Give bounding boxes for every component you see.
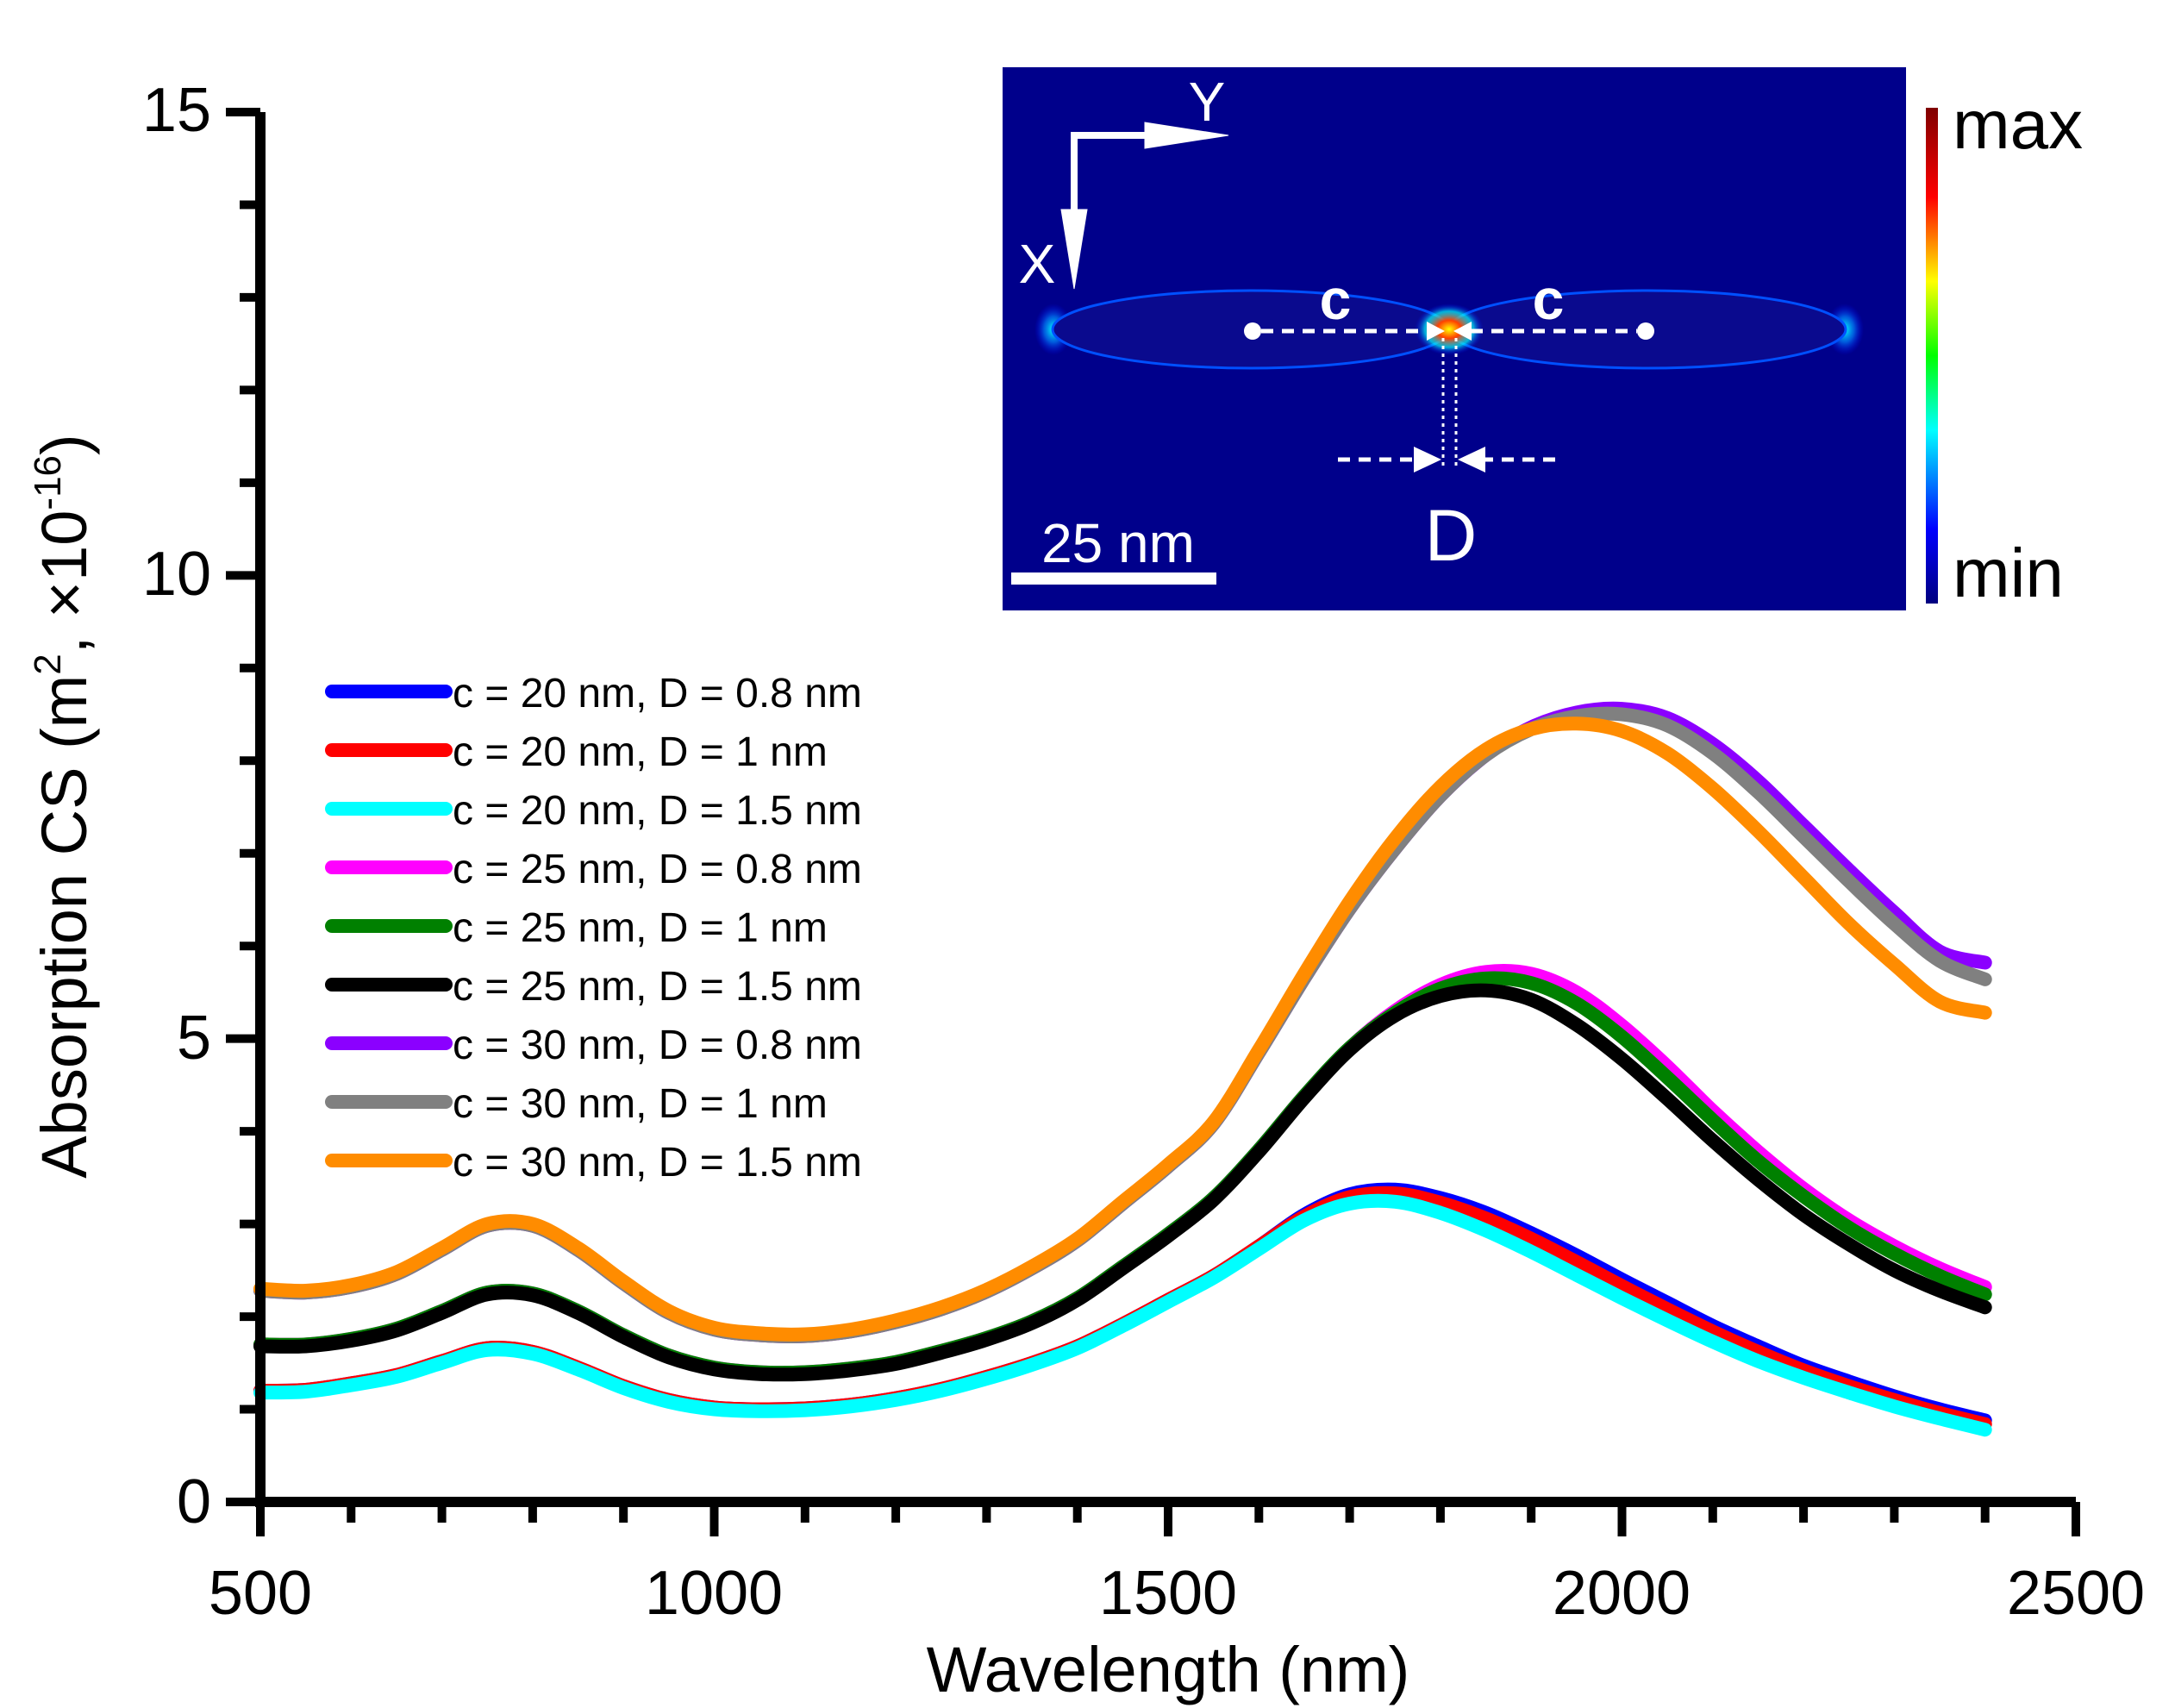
series-line-c-30-nm-d-1-5-nm (253, 716, 1992, 1342)
y-axis-title: Absorption CS (m2, ×10-16) (27, 434, 100, 1178)
inset-c-label-right: c (1533, 267, 1565, 331)
y-tick-label: 0 (177, 1467, 211, 1536)
legend-label: c = 20 nm, D = 1.5 nm (453, 788, 862, 834)
y-tick-label: 10 (142, 540, 211, 609)
d-arrowhead-right (1458, 447, 1485, 472)
x-tick-label: 1000 (645, 1559, 783, 1628)
legend-label: c = 30 nm, D = 0.8 nm (453, 1023, 862, 1068)
y-tick-label: 15 (142, 76, 211, 145)
y-axis-title-prefix: Absorption CS (m (28, 675, 100, 1179)
series-line-c-20-nm-d-1-5-nm (253, 1193, 1992, 1437)
scale-bar-label: 25 nm (1041, 512, 1195, 574)
inset-d-label: D (1425, 495, 1478, 576)
y-axis-title-suffix: ) (28, 434, 100, 455)
coordinate-axes (1060, 122, 1229, 290)
scale-bar (1011, 572, 1216, 585)
colorbar-min-label: min (1953, 535, 2064, 611)
legend: c = 20 nm, D = 0.8 nm c = 20 nm, D = 1 nm… (325, 671, 862, 1186)
legend-label: c = 30 nm, D = 1 nm (453, 1081, 828, 1127)
inset-c-label-left: c (1320, 267, 1352, 331)
x-tick-label: 1500 (1099, 1559, 1237, 1628)
x-axis-title: Wavelength (nm) (927, 1634, 1410, 1705)
x-tick-label: 2000 (1553, 1559, 1691, 1628)
center-dot-left (1244, 322, 1261, 340)
c-arrowhead-left (1427, 322, 1445, 341)
y-axis-title-sup2: -16 (27, 455, 69, 510)
legend-label: c = 25 nm, D = 1 nm (453, 905, 828, 951)
gap-hotspot (1415, 303, 1484, 355)
center-dot-right (1637, 322, 1654, 340)
c-arrowhead-right (1453, 322, 1472, 341)
series-group (253, 701, 1992, 1437)
ticks (226, 108, 2080, 1536)
inset-axis-y-label: Y (1189, 71, 1226, 133)
legend-label: c = 25 nm, D = 1.5 nm (453, 964, 862, 1010)
inset-axis-x-label: X (1019, 233, 1056, 295)
y-axis-title-sup1: 2 (27, 654, 69, 674)
y-axis-title-mid: , ×10 (28, 510, 100, 654)
x-tick-label: 500 (209, 1559, 312, 1628)
inset-field-map: Y X c c D 25 nm (1003, 67, 1906, 610)
legend-label: c = 25 nm, D = 0.8 nm (453, 847, 862, 892)
series-line-c-25-nm-d-1-5-nm (253, 983, 1992, 1382)
d-arrowhead-left (1414, 447, 1441, 472)
legend-label: c = 20 nm, D = 0.8 nm (453, 671, 862, 716)
legend-label: c = 20 nm, D = 1 nm (453, 729, 828, 775)
y-tick-label: 5 (177, 1004, 211, 1073)
x-tick-label: 2500 (2007, 1559, 2145, 1628)
colorbar (1926, 108, 1938, 604)
colorbar-max-label: max (1953, 86, 2083, 163)
legend-label: c = 30 nm, D = 1.5 nm (453, 1140, 862, 1186)
